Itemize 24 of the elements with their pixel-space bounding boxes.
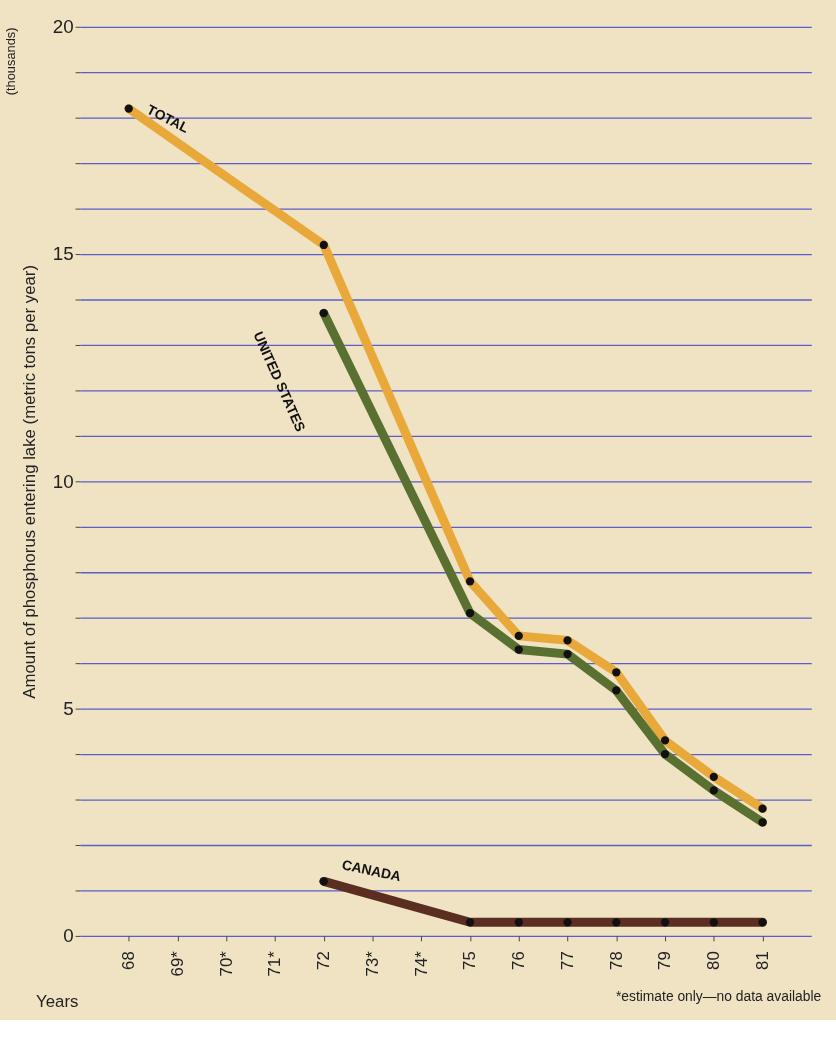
x-tick-label: 78 (606, 951, 626, 970)
text: CANADA (340, 856, 403, 885)
x-tick-label: 74* (411, 950, 431, 977)
x-tick-label: 68 (119, 951, 139, 970)
y-axis-title: Amount of phosphorus entering lake (metric tons per year) (19, 264, 39, 699)
x-tick-label: 73* (362, 950, 382, 977)
x-tick-label: 77 (557, 951, 577, 970)
x-axis-title: Years (36, 991, 79, 1011)
x-tick-label: 69* (167, 950, 187, 977)
y-tick-label: 20 (52, 16, 74, 38)
y-tick-label: 0 (63, 925, 74, 947)
x-tick-label: 76 (509, 951, 529, 970)
x-tick-label: 81 (752, 951, 772, 970)
text: (thousands) (2, 27, 18, 96)
x-tick-label: 79 (655, 951, 675, 970)
text: *estimate only—no data available (615, 988, 822, 1005)
x-tick-label: 72 (314, 951, 334, 970)
x-tick-label: 70* (216, 950, 236, 977)
y-tick-label: 10 (52, 470, 74, 492)
x-tick-label: 75 (460, 951, 480, 970)
y-tick-label: 5 (63, 698, 74, 720)
x-tick-label: 80 (704, 951, 724, 970)
x-tick-label: 71* (265, 950, 285, 977)
y-tick-label: 15 (52, 243, 74, 265)
